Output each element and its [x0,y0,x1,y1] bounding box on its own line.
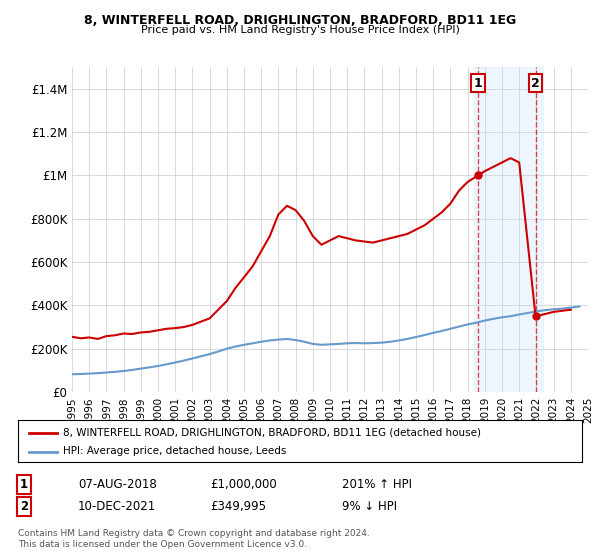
Text: 07-AUG-2018: 07-AUG-2018 [78,478,157,491]
Text: Contains HM Land Registry data © Crown copyright and database right 2024.
This d: Contains HM Land Registry data © Crown c… [18,529,370,549]
Text: 8, WINTERFELL ROAD, DRIGHLINGTON, BRADFORD, BD11 1EG: 8, WINTERFELL ROAD, DRIGHLINGTON, BRADFO… [84,14,516,27]
Text: 1: 1 [473,77,482,90]
Text: £1,000,000: £1,000,000 [210,478,277,491]
Bar [475,67,543,392]
Text: £349,995: £349,995 [210,500,266,514]
Text: 8, WINTERFELL ROAD, DRIGHLINGTON, BRADFORD, BD11 1EG (detached house): 8, WINTERFELL ROAD, DRIGHLINGTON, BRADFO… [63,428,481,437]
Text: 201% ↑ HPI: 201% ↑ HPI [342,478,412,491]
Text: 1: 1 [20,478,28,491]
Text: 9% ↓ HPI: 9% ↓ HPI [342,500,397,514]
Text: Price paid vs. HM Land Registry's House Price Index (HPI): Price paid vs. HM Land Registry's House … [140,25,460,35]
Text: 10-DEC-2021: 10-DEC-2021 [78,500,156,514]
Text: 2: 2 [531,77,540,90]
Text: HPI: Average price, detached house, Leeds: HPI: Average price, detached house, Leed… [63,446,286,456]
Text: 2: 2 [20,500,28,514]
